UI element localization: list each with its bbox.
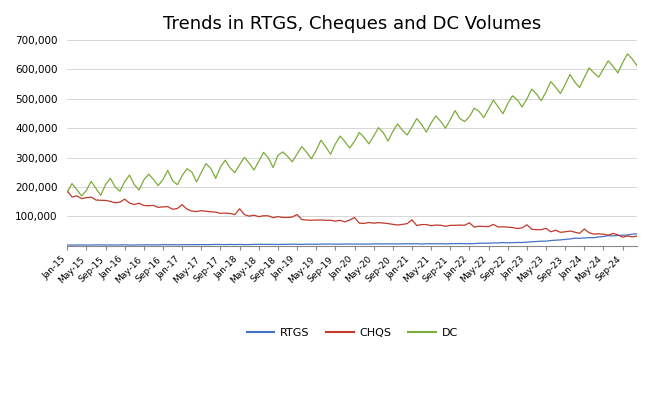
CHQS (513, 226, 521, 231)
Line: CHQS: CHQS (67, 191, 637, 237)
DC (518, 104, 526, 109)
Title: Trends in RTGS, Cheques and DC Volumes: Trends in RTGS, Cheques and DC Volumes (163, 15, 541, 33)
DC (461, 119, 469, 124)
Line: RTGS: RTGS (67, 234, 637, 245)
RTGS (221, 242, 229, 247)
DC (623, 52, 631, 57)
RTGS (68, 243, 76, 248)
RTGS (63, 243, 71, 248)
CHQS (216, 211, 224, 216)
CHQS (63, 188, 71, 193)
RTGS (518, 240, 526, 245)
RTGS (384, 241, 392, 246)
DC (633, 63, 641, 68)
CHQS (379, 220, 387, 225)
RTGS (461, 241, 469, 246)
CHQS (619, 235, 627, 240)
RTGS (619, 233, 627, 238)
DC (619, 60, 627, 65)
DC (384, 139, 392, 144)
DC (188, 169, 196, 174)
CHQS (614, 233, 622, 238)
Line: DC: DC (67, 54, 637, 196)
DC (63, 190, 71, 195)
Legend: RTGS, CHQS, DC: RTGS, CHQS, DC (242, 323, 462, 342)
DC (221, 158, 229, 163)
CHQS (183, 207, 191, 212)
RTGS (188, 242, 196, 247)
RTGS (633, 231, 641, 236)
CHQS (633, 234, 641, 239)
CHQS (456, 222, 464, 228)
DC (78, 194, 85, 199)
